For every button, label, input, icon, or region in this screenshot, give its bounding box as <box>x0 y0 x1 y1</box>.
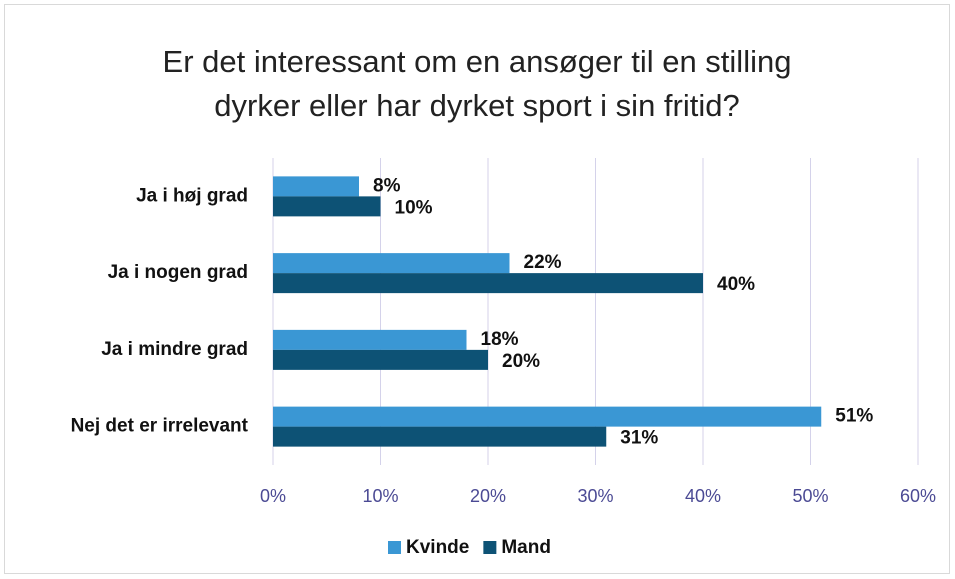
x-tick-label: 30% <box>577 486 613 506</box>
x-tick-label: 50% <box>792 486 828 506</box>
x-tick-label: 60% <box>900 486 936 506</box>
y-tick-label: Nej det er irrelevant <box>71 416 249 437</box>
bar <box>273 196 381 217</box>
chart-title: Er det interessant om en ansøger til en … <box>162 44 792 123</box>
bar <box>273 273 703 294</box>
legend-label: Kvinde <box>406 537 469 558</box>
y-tick-label: Ja i mindre grad <box>101 339 248 360</box>
data-label: 18% <box>481 329 519 350</box>
bar <box>273 349 488 370</box>
x-tick-label: 20% <box>470 486 506 506</box>
bar <box>273 426 607 447</box>
bar <box>273 329 467 350</box>
legend-swatch <box>388 541 401 554</box>
data-label: 40% <box>717 274 755 295</box>
x-tick-label: 0% <box>260 486 286 506</box>
data-label: 10% <box>395 197 433 218</box>
legend-label: Mand <box>501 537 551 558</box>
data-label: 51% <box>835 406 873 427</box>
bar <box>273 253 510 274</box>
bar <box>273 176 359 197</box>
data-label: 22% <box>524 252 562 273</box>
y-tick-label: Ja i høj grad <box>136 185 248 206</box>
legend-swatch <box>483 541 497 554</box>
bar <box>273 406 822 427</box>
data-label: 31% <box>620 428 658 449</box>
x-tick-label: 10% <box>362 486 398 506</box>
y-tick-label: Ja i nogen grad <box>108 262 248 283</box>
data-label: 8% <box>373 175 401 196</box>
data-label: 20% <box>502 351 540 372</box>
x-tick-label: 40% <box>685 486 721 506</box>
